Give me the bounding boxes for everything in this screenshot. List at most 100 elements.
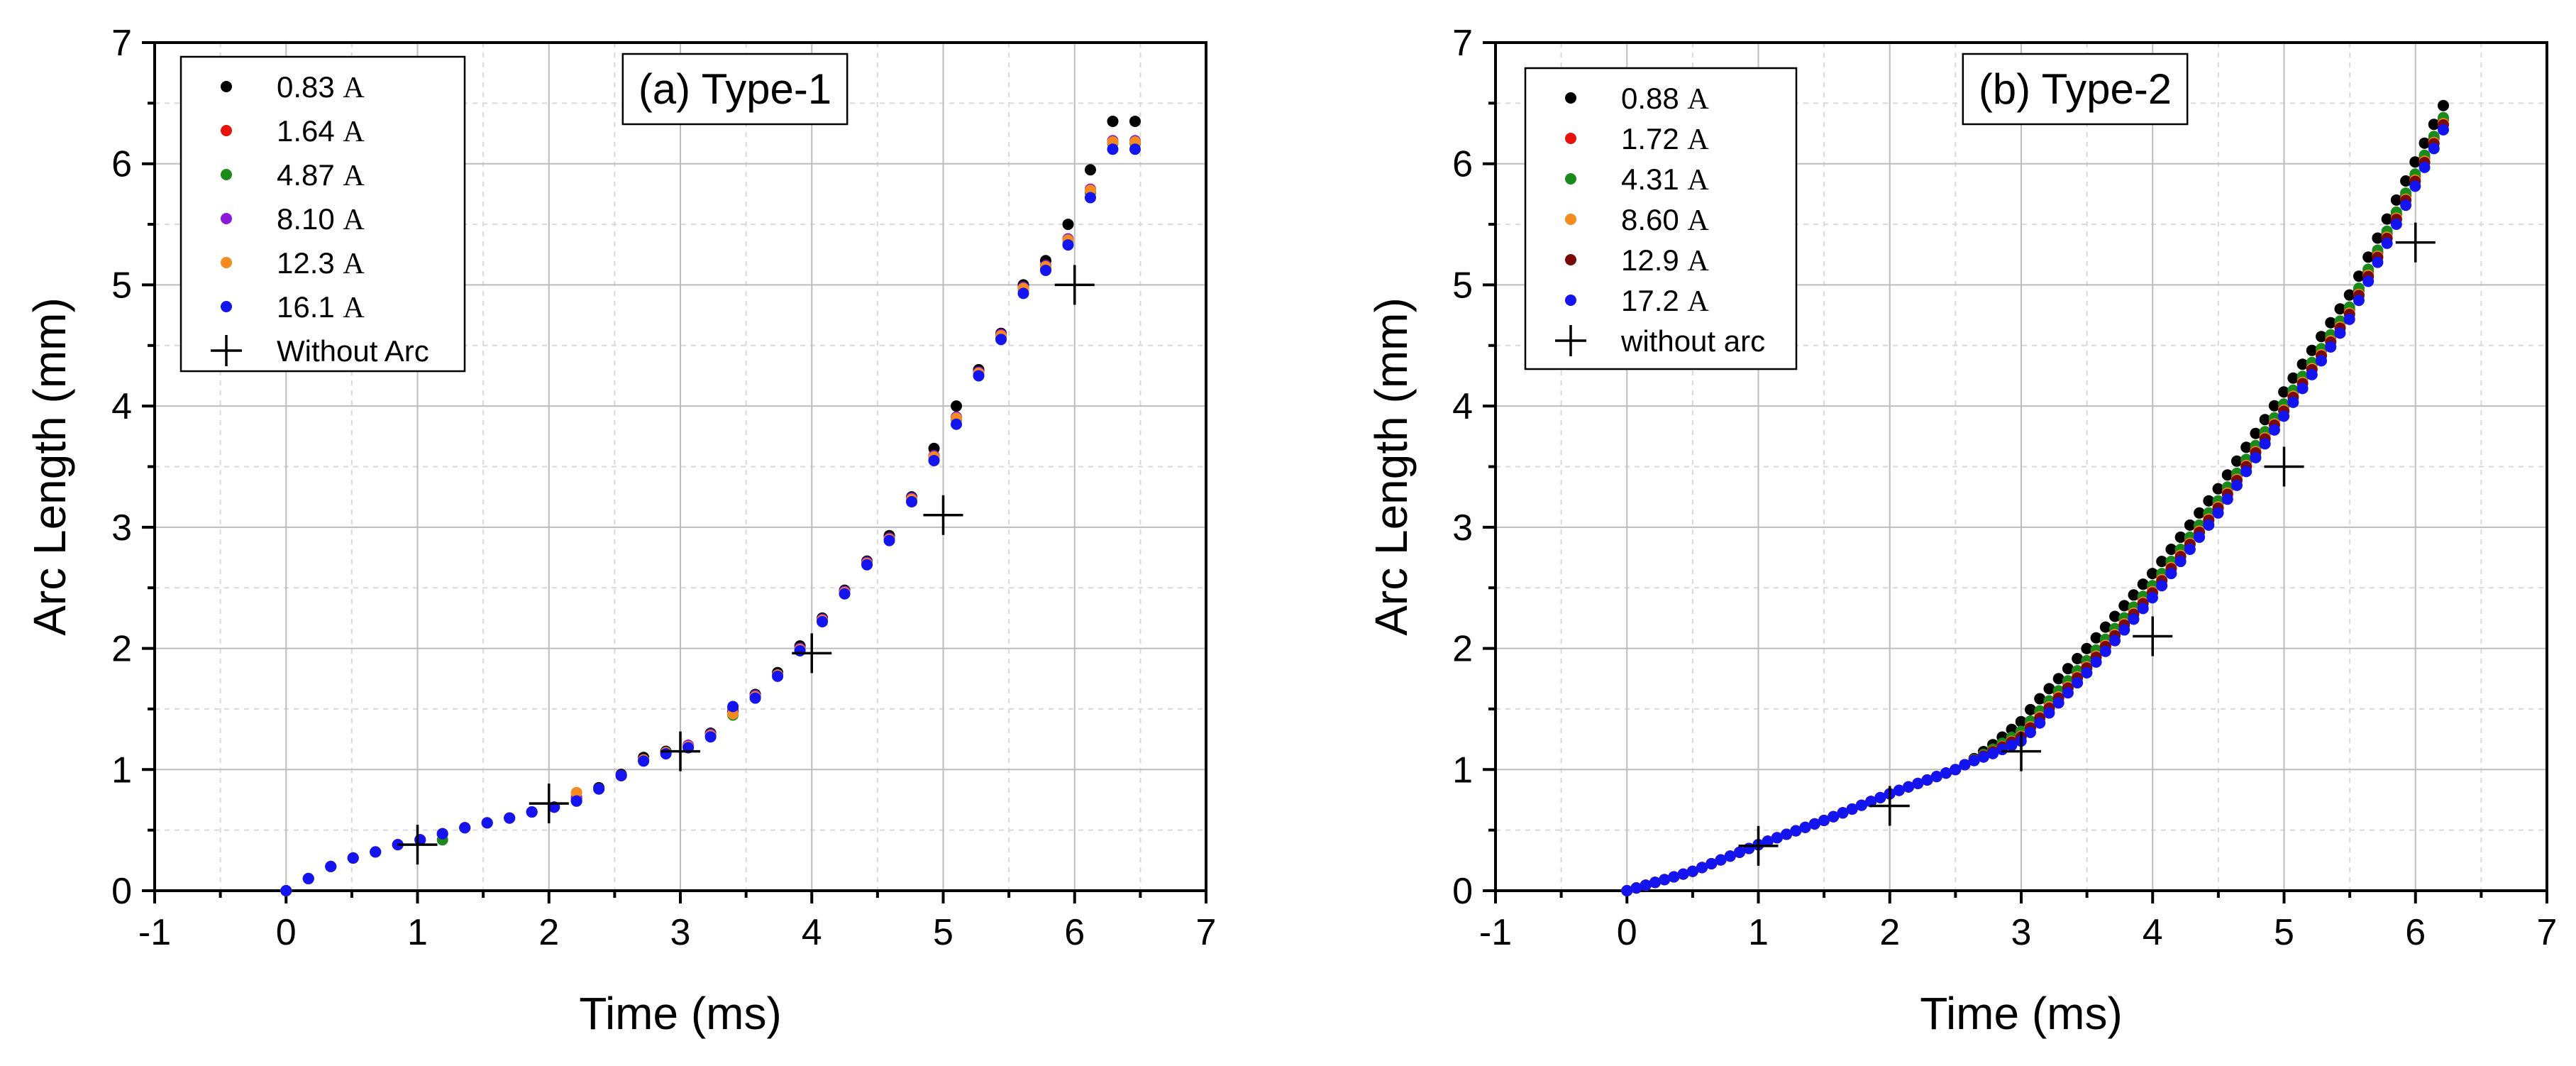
y-tick-label: 7 [1452,23,1473,64]
data-point [2316,355,2328,367]
data-point [2230,479,2243,491]
data-point [1930,771,1942,783]
x-tick-label: 4 [2143,912,2163,953]
y-tick-label: 6 [1452,144,1473,185]
data-point [2090,656,2102,668]
data-point [1855,799,1867,811]
legend-name: 4.31 [1621,163,1679,196]
data-point [660,748,672,760]
x-tick-label: 6 [1064,912,1085,953]
data-point [2437,123,2449,136]
data-point [2250,451,2262,463]
data-point [1686,865,1698,877]
data-point [2034,717,2046,729]
data-point [2296,383,2309,395]
data-point [2203,495,2215,507]
data-point [1630,882,1642,894]
data-point [1912,777,1924,789]
legend-marker [1565,254,1576,265]
data-point [1808,818,1820,830]
legend-name: 16.1 [277,290,335,324]
series-7 [397,265,1095,865]
x-tick-label: 5 [933,912,953,953]
legend-name: 17.2 [1621,284,1679,317]
data-point [2072,652,2084,664]
data-point [2437,99,2449,111]
data-point [2400,199,2412,211]
data-point [504,812,516,824]
data-point [1837,807,1849,819]
data-point [1771,832,1783,844]
y-tick-label: 0 [111,871,132,912]
data-point [2428,143,2440,155]
data-point [1107,115,1119,127]
data-point [951,418,963,430]
y-tick-label: 4 [111,386,132,427]
y-tick-label: 5 [1452,265,1473,306]
data-point [2353,270,2365,282]
data-point [2194,507,2206,519]
legend-marker [1565,173,1576,185]
data-point [2203,519,2215,531]
data-point [1762,835,1774,847]
data-point [2118,600,2130,612]
data-point [1084,164,1096,176]
x-axis-title: Time (ms) [1920,988,2123,1039]
legend-label: 0.83 A [277,70,365,104]
data-point [593,783,605,795]
data-point-plus [792,633,832,674]
data-point [1874,791,1886,803]
data-point [2109,634,2121,647]
panel-title-text: (b) Type-2 [1979,65,2172,113]
data-point-plus [2133,616,2173,656]
data-point-plus [2395,222,2436,263]
y-tick-label: 3 [1452,507,1473,549]
legend-unit: A [343,72,365,104]
data-point [570,795,582,807]
x-tick-label: 5 [2274,912,2294,953]
panel-title-box [621,53,848,126]
x-tick-label: 1 [407,912,428,953]
legend-marker [221,81,232,92]
data-point [2118,624,2130,636]
data-point [704,731,717,743]
data-point [1129,115,1141,127]
legend-label: 12.9 A [1621,243,1709,278]
data-point [1977,751,1989,763]
data-point [2259,414,2271,426]
legend-marker [221,213,232,224]
data-point [2268,424,2280,436]
data-point [1828,811,1840,823]
data-point [325,860,337,872]
data-point [2221,469,2233,481]
data-point [2240,441,2252,454]
data-point [883,534,895,546]
legend-name: 12.3 [277,246,335,280]
data-point [2419,137,2431,149]
data-point [2006,740,2018,752]
data-point [817,616,829,628]
data-point [2296,358,2309,370]
legend-unit: A [343,116,365,148]
legend-label: 4.31 A [1621,163,1709,197]
data-point [2306,344,2318,356]
panel-title: (b) Type-2 [1962,53,2189,126]
legend-marker [1565,295,1576,306]
legend-name: 12.9 [1621,243,1679,277]
data-point [2025,703,2037,715]
legend-marker [221,125,232,136]
data-point [436,828,448,840]
data-point [2043,683,2055,695]
data-point [1621,885,1633,896]
data-point [2372,232,2384,244]
legend: 0.83 A1.64 A4.87 A8.10 A12.3 A16.1 AWith… [179,55,466,373]
data-point [1017,287,1029,300]
data-point [1968,754,1980,766]
data-point [1677,868,1689,880]
data-point [2287,396,2299,408]
data-point [1865,796,1877,808]
legend-unit: A [1687,83,1709,116]
data-point [906,496,918,508]
legend-marker-plus [211,335,242,366]
data-point [995,334,1007,346]
